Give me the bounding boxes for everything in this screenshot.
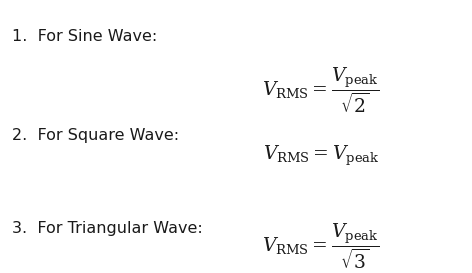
Text: 2.  For Square Wave:: 2. For Square Wave: [12, 128, 179, 143]
Text: 3.  For Triangular Wave:: 3. For Triangular Wave: [12, 221, 202, 236]
Text: $V_{\mathrm{RMS}} = \dfrac{V_{\mathrm{peak}}}{\sqrt{2}}$: $V_{\mathrm{RMS}} = \dfrac{V_{\mathrm{pe… [262, 65, 379, 115]
Text: $V_{\mathrm{RMS}} = V_{\mathrm{peak}}$: $V_{\mathrm{RMS}} = V_{\mathrm{peak}}$ [262, 144, 379, 168]
Text: $V_{\mathrm{RMS}} = \dfrac{V_{\mathrm{peak}}}{\sqrt{3}}$: $V_{\mathrm{RMS}} = \dfrac{V_{\mathrm{pe… [262, 221, 379, 271]
Text: 1.  For Sine Wave:: 1. For Sine Wave: [12, 29, 157, 44]
